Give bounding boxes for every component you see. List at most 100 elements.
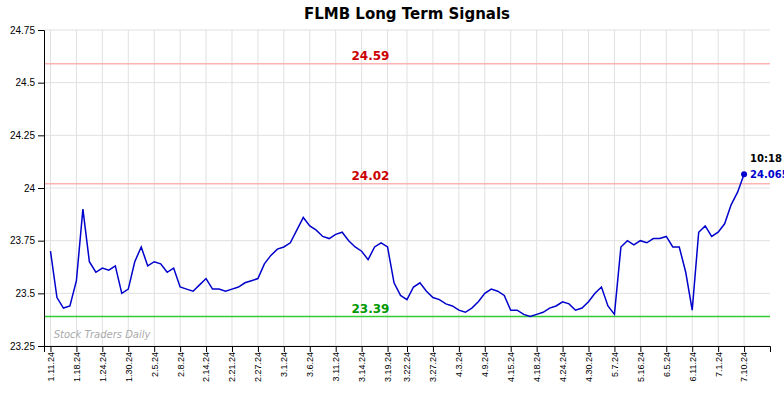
x-tick: 2.14.24	[201, 346, 211, 382]
x-tick-mark	[206, 346, 207, 352]
grid-line	[76, 30, 77, 346]
x-tick-label: 5.16.24	[636, 352, 646, 382]
x-tick-label: 4.24.24	[558, 352, 568, 382]
level-line	[44, 183, 770, 185]
x-tick: 4.9.24	[480, 346, 490, 377]
x-tick-mark	[102, 346, 103, 352]
x-tick-label: 4.30.24	[584, 352, 594, 382]
x-tick-mark	[459, 346, 460, 352]
x-tick-mark	[666, 346, 667, 352]
x-tick-label: 7.1.24	[714, 352, 724, 377]
x-tick: 6.5.24	[662, 346, 672, 377]
x-tick: 2.5.24	[150, 346, 160, 377]
x-tick: 1.24.24	[98, 346, 108, 382]
x-tick: 5.7.24	[610, 346, 620, 377]
grid-line	[510, 30, 511, 346]
x-tick-mark	[640, 346, 641, 352]
y-tick-label: 24	[24, 183, 36, 194]
x-tick-mark	[50, 346, 51, 352]
x-tick-mark	[258, 346, 259, 352]
x-axis-line	[45, 347, 771, 353]
x-tick: 6.11.24	[688, 346, 698, 381]
grid-line	[432, 30, 433, 346]
y-tick-mark	[38, 293, 44, 294]
x-tick: 2.21.24	[227, 346, 237, 382]
x-axis: 1.11.241.18.241.24.241.30.242.5.242.8.24…	[45, 346, 771, 382]
x-tick: 3.1.24	[279, 346, 289, 377]
x-tick: 3.6.24	[305, 346, 315, 377]
x-tick-mark	[232, 346, 233, 352]
x-tick-label: 1.24.24	[98, 352, 108, 382]
y-tick-label: 24.25	[10, 130, 35, 141]
grid-line	[666, 30, 667, 346]
x-tick: 7.10.24	[739, 346, 749, 382]
y-tick-mark	[38, 346, 44, 347]
x-tick-label: 3.22.24	[402, 352, 412, 382]
x-tick-label: 3.14.24	[357, 352, 367, 382]
x-tick-label: 6.11.24	[688, 352, 698, 381]
x-tick: 1.30.24	[124, 346, 134, 382]
y-tick: 24.75	[10, 25, 44, 36]
x-tick-mark	[310, 346, 311, 352]
y-tick: 23.25	[10, 341, 44, 352]
last-price-label: 24.065	[750, 169, 784, 180]
y-tick-mark	[38, 30, 44, 31]
x-tick-mark	[537, 346, 538, 352]
annotations: 24.5924.0223.3910:1824.065Stock Traders …	[54, 49, 784, 340]
x-tick: 2.27.24	[253, 346, 263, 382]
x-tick-mark	[284, 346, 285, 352]
x-tick-label: 4.18.24	[532, 352, 542, 382]
x-tick-mark	[718, 346, 719, 352]
watermark: Stock Traders Daily	[54, 329, 152, 340]
x-tick-label: 3.27.24	[428, 352, 438, 382]
x-tick-mark	[589, 346, 590, 352]
x-tick-mark	[362, 346, 363, 352]
chart: FLMB Long Term Signals1.11.241.18.241.24…	[0, 0, 784, 398]
x-tick: 3.11.24	[331, 346, 341, 381]
x-tick-label: 2.14.24	[201, 352, 211, 382]
grid-line	[718, 30, 719, 346]
x-tick-label: 6.5.24	[662, 352, 672, 377]
x-tick: 3.27.24	[428, 346, 438, 382]
price-line	[50, 174, 744, 316]
title: FLMB Long Term Signals	[304, 5, 510, 23]
grid-line	[562, 30, 563, 346]
grid-line	[744, 30, 745, 346]
x-tick-mark	[563, 346, 564, 352]
grid-line	[640, 30, 641, 346]
x-tick-mark	[407, 346, 408, 352]
grid-line	[50, 30, 51, 346]
x-tick-label: 4.3.24	[454, 352, 464, 377]
x-tick-mark	[614, 346, 615, 352]
x-tick: 4.18.24	[532, 346, 542, 382]
level-line	[44, 63, 770, 65]
grid-line	[361, 30, 362, 346]
x-tick-label: 3.11.24	[331, 352, 341, 381]
x-tick-label: 1.18.24	[72, 352, 82, 382]
y-tick-label: 24.75	[10, 25, 35, 36]
x-tick-label: 3.19.24	[383, 352, 393, 382]
x-tick-label: 2.8.24	[176, 352, 186, 377]
y-tick: 23.75	[10, 235, 44, 246]
x-tick: 3.22.24	[402, 346, 412, 382]
y-tick-mark	[38, 135, 44, 136]
grid-line	[309, 30, 310, 346]
grid	[44, 30, 770, 346]
x-tick: 4.24.24	[558, 346, 568, 382]
x-tick-label: 2.21.24	[227, 352, 237, 382]
x-tick: 4.3.24	[454, 346, 464, 377]
x-tick-label: 7.10.24	[739, 352, 749, 382]
last-time-label: 10:18	[750, 153, 782, 164]
x-tick: 4.15.24	[506, 346, 516, 382]
level-label: 23.39	[352, 302, 390, 316]
grid-line	[128, 30, 129, 346]
x-tick-mark	[744, 346, 745, 352]
x-tick: 2.8.24	[176, 346, 186, 377]
x-tick-mark	[336, 346, 337, 352]
x-tick-mark	[128, 346, 129, 352]
grid-line	[387, 30, 388, 346]
x-tick-mark	[511, 346, 512, 352]
x-tick-label: 2.5.24	[150, 352, 160, 377]
x-tick-mark	[154, 346, 155, 352]
y-tick-mark	[38, 241, 44, 242]
